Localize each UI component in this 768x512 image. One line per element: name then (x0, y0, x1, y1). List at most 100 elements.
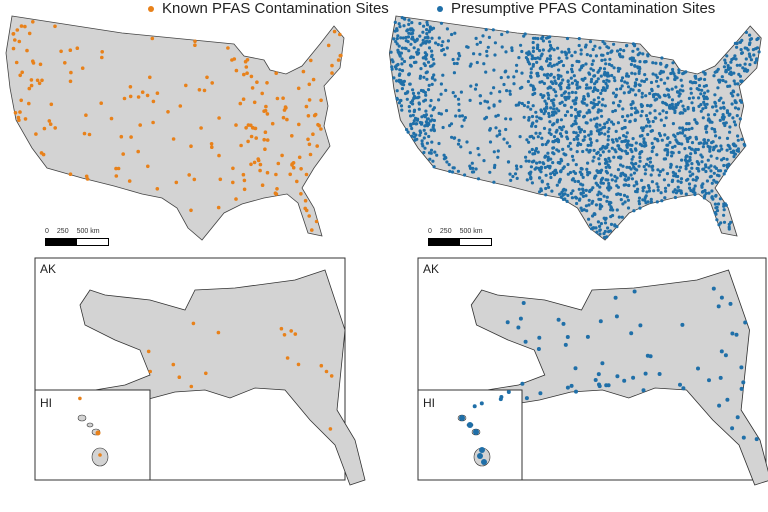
site-dot (515, 176, 519, 180)
site-dot (671, 190, 676, 194)
site-dot (274, 172, 278, 177)
site-dot (607, 46, 611, 50)
site-dot (48, 122, 53, 126)
site-dot (693, 149, 697, 153)
site-dot (607, 62, 612, 66)
site-dot (633, 81, 638, 85)
site-dot (556, 46, 560, 50)
site-dot (687, 159, 691, 163)
site-dot (733, 106, 738, 110)
site-dot (431, 57, 435, 61)
site-dot (296, 362, 301, 367)
site-dot (150, 36, 155, 41)
site-dot (718, 136, 722, 140)
site-dot (409, 64, 413, 68)
site-dot (610, 73, 614, 78)
site-dot (639, 114, 643, 118)
site-dot (492, 104, 496, 108)
site-dot (531, 152, 535, 156)
site-dot (586, 161, 590, 165)
site-dot (511, 174, 515, 179)
site-dot (140, 90, 145, 94)
site-dot (567, 50, 571, 54)
site-dot (704, 127, 708, 131)
site-dot (630, 157, 634, 161)
site-dot (573, 102, 577, 106)
site-dot (468, 98, 472, 102)
site-dot (752, 53, 756, 57)
site-dot (424, 109, 428, 113)
site-dot (644, 143, 648, 148)
site-dot (543, 99, 547, 103)
site-dot (492, 180, 496, 184)
site-dot (630, 71, 634, 75)
site-dot (659, 118, 663, 122)
site-dot (265, 170, 270, 175)
site-dot (579, 166, 583, 171)
site-dot (566, 96, 571, 100)
site-dot (514, 69, 519, 73)
site-dot (724, 80, 728, 84)
site-dot (724, 61, 728, 65)
site-dot (600, 146, 604, 150)
site-dot (516, 103, 521, 107)
site-dot (307, 142, 312, 147)
site-dot (591, 68, 596, 72)
site-dot (244, 126, 248, 130)
site-dot (742, 142, 746, 146)
site-dot (462, 118, 466, 122)
site-dot (606, 51, 610, 56)
site-dot (643, 371, 648, 376)
site-dot (422, 128, 426, 132)
site-dot (597, 384, 602, 389)
site-dot (450, 32, 454, 37)
site-dot (689, 91, 693, 95)
site-dot (680, 142, 684, 146)
site-dot (576, 110, 580, 114)
site-dot (688, 135, 692, 139)
site-dot (562, 91, 566, 95)
site-dot (697, 169, 701, 173)
site-dot (395, 28, 399, 32)
site-dot (416, 96, 420, 100)
site-dot (238, 101, 243, 106)
site-dot (721, 113, 725, 117)
site-dot (281, 96, 285, 100)
site-dot (712, 74, 716, 78)
site-dot (619, 163, 623, 167)
site-dot (395, 79, 399, 83)
site-dot (564, 188, 568, 192)
site-dot (597, 162, 602, 166)
site-dot (550, 46, 554, 50)
site-dot (476, 146, 480, 151)
site-dot (232, 57, 237, 61)
site-dot (595, 230, 599, 234)
site-dot (646, 132, 650, 137)
site-dot (699, 141, 703, 145)
site-dot (265, 112, 270, 116)
site-dot (53, 126, 57, 130)
site-dot (18, 110, 22, 114)
site-dot (402, 17, 406, 21)
site-dot (636, 47, 640, 51)
site-dot (456, 142, 461, 146)
site-dot (245, 58, 250, 62)
site-dot (625, 43, 629, 48)
site-dot (231, 166, 235, 171)
site-dot (637, 196, 642, 200)
legend-known: Known PFAS Contamination Sites (148, 0, 389, 17)
site-dot (429, 151, 433, 155)
site-dot (720, 75, 724, 79)
site-dot (412, 96, 416, 100)
site-dot (703, 71, 707, 75)
site-dot (549, 132, 553, 136)
site-dot (736, 107, 741, 111)
site-dot (671, 151, 675, 155)
site-dot (609, 208, 613, 212)
site-dot (625, 145, 629, 149)
site-dot (37, 81, 42, 86)
site-dot (632, 184, 636, 188)
site-dot (273, 191, 278, 195)
site-dot (729, 60, 733, 64)
site-dot (392, 76, 396, 80)
